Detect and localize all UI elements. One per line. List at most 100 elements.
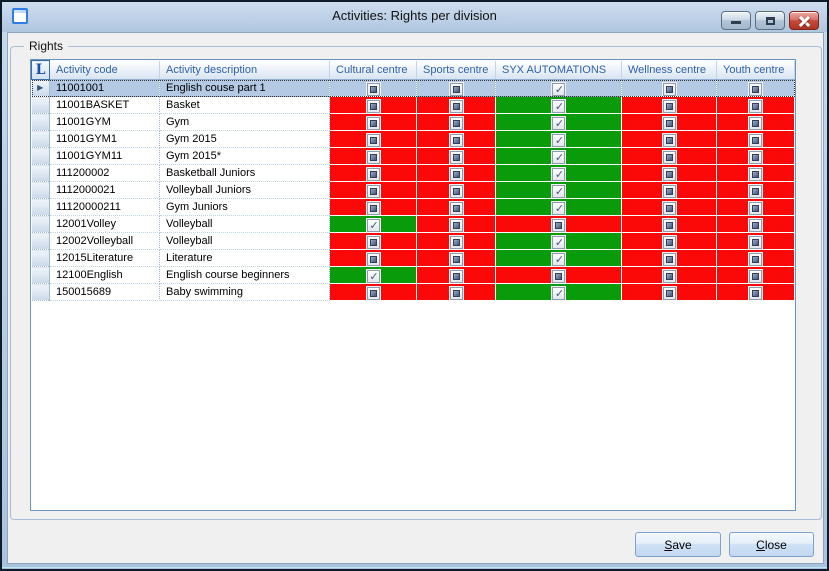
checkbox-unchecked-icon[interactable] — [749, 150, 762, 164]
row-indicator[interactable] — [31, 215, 50, 233]
titlebar[interactable]: Activities: Rights per division — [2, 2, 827, 32]
right-cell-sports-centre[interactable] — [416, 266, 496, 284]
table-row[interactable]: ▶ 11001001 English couse part 1 ✓ — [31, 79, 795, 97]
checkbox-unchecked-icon[interactable] — [749, 252, 762, 266]
right-cell-sports-centre[interactable] — [416, 164, 496, 182]
activity-description-cell[interactable]: Volleyball Juniors — [159, 181, 330, 199]
minimize-button[interactable] — [721, 11, 751, 30]
checkbox-unchecked-icon[interactable] — [662, 116, 676, 130]
checkbox-checked-icon[interactable]: ✓ — [552, 252, 565, 266]
table-row[interactable]: 12001Volley Volleyball ✓ — [31, 215, 795, 233]
checkbox-unchecked-icon[interactable] — [662, 235, 676, 249]
right-cell-sports-centre[interactable] — [416, 232, 496, 250]
checkbox-checked-icon[interactable]: ✓ — [552, 133, 565, 147]
right-cell-wellness-centre[interactable] — [621, 283, 717, 301]
row-indicator[interactable] — [31, 147, 50, 165]
checkbox-unchecked-icon[interactable] — [449, 184, 463, 198]
checkbox-unchecked-icon[interactable] — [662, 286, 676, 300]
activity-description-cell[interactable]: English course beginners — [159, 266, 330, 284]
row-indicator[interactable] — [31, 198, 50, 216]
checkbox-unchecked-icon[interactable] — [366, 99, 380, 113]
right-cell-wellness-centre[interactable] — [621, 181, 717, 199]
checkbox-checked-icon[interactable]: ✓ — [552, 184, 565, 198]
table-row[interactable]: 11120000211 Gym Juniors ✓ — [31, 198, 795, 216]
checkbox-unchecked-icon[interactable] — [449, 99, 463, 113]
checkbox-checked-icon[interactable]: ✓ — [366, 218, 380, 232]
checkbox-checked-icon[interactable]: ✓ — [552, 286, 565, 300]
checkbox-checked-icon[interactable]: ✓ — [552, 201, 565, 215]
right-cell-sports-centre[interactable] — [416, 147, 496, 165]
checkbox-unchecked-icon[interactable] — [749, 99, 762, 113]
checkbox-unchecked-icon[interactable] — [552, 218, 565, 232]
row-indicator[interactable]: ▶ — [31, 79, 50, 97]
activity-description-cell[interactable]: Volleyball — [159, 215, 330, 233]
right-cell-wellness-centre[interactable] — [621, 147, 717, 165]
table-row[interactable]: 11001BASKET Basket ✓ — [31, 96, 795, 114]
right-cell-sports-centre[interactable] — [416, 181, 496, 199]
row-indicator[interactable] — [31, 249, 50, 267]
checkbox-unchecked-icon[interactable] — [366, 235, 380, 249]
right-cell-syx-automations[interactable]: ✓ — [495, 130, 622, 148]
checkbox-checked-icon[interactable]: ✓ — [552, 235, 565, 249]
checkbox-checked-icon[interactable]: ✓ — [552, 82, 565, 96]
close-window-button[interactable] — [789, 11, 819, 30]
right-cell-syx-automations[interactable]: ✓ — [495, 96, 622, 114]
activity-code-cell[interactable]: 12002Volleyball — [49, 232, 160, 250]
right-cell-wellness-centre[interactable] — [621, 198, 717, 216]
right-cell-syx-automations[interactable]: ✓ — [495, 147, 622, 165]
right-cell-wellness-centre[interactable] — [621, 249, 717, 267]
checkbox-unchecked-icon[interactable] — [366, 116, 380, 130]
column-header[interactable]: Cultural centre — [329, 60, 417, 80]
column-header[interactable]: Activity code — [49, 60, 160, 80]
activity-code-cell[interactable]: 1112000021 — [49, 181, 160, 199]
right-cell-cultural-centre[interactable] — [329, 249, 417, 267]
right-cell-syx-automations[interactable]: ✓ — [495, 198, 622, 216]
right-cell-cultural-centre[interactable]: ✓ — [329, 266, 417, 284]
checkbox-unchecked-icon[interactable] — [449, 133, 463, 147]
checkbox-checked-icon[interactable]: ✓ — [552, 167, 565, 181]
right-cell-cultural-centre[interactable] — [329, 198, 417, 216]
checkbox-unchecked-icon[interactable] — [662, 269, 676, 283]
activity-description-cell[interactable]: Gym — [159, 113, 330, 131]
right-cell-cultural-centre[interactable] — [329, 181, 417, 199]
activity-description-cell[interactable]: English couse part 1 — [159, 79, 330, 97]
right-cell-cultural-centre[interactable] — [329, 283, 417, 301]
checkbox-unchecked-icon[interactable] — [662, 201, 676, 215]
activity-description-cell[interactable]: Gym Juniors — [159, 198, 330, 216]
activity-description-cell[interactable]: Gym 2015 — [159, 130, 330, 148]
checkbox-checked-icon[interactable]: ✓ — [552, 116, 565, 130]
right-cell-syx-automations[interactable] — [495, 215, 622, 233]
row-indicator[interactable] — [31, 266, 50, 284]
right-cell-wellness-centre[interactable] — [621, 164, 717, 182]
column-header[interactable]: Sports centre — [416, 60, 496, 80]
checkbox-unchecked-icon[interactable] — [449, 252, 463, 266]
checkbox-unchecked-icon[interactable] — [449, 218, 463, 232]
table-row[interactable]: 150015689 Baby swimming ✓ — [31, 283, 795, 301]
right-cell-wellness-centre[interactable] — [621, 232, 717, 250]
row-indicator[interactable] — [31, 232, 50, 250]
checkbox-unchecked-icon[interactable] — [662, 150, 676, 164]
right-cell-syx-automations[interactable]: ✓ — [495, 283, 622, 301]
checkbox-unchecked-icon[interactable] — [449, 201, 463, 215]
activity-description-cell[interactable]: Basketball Juniors — [159, 164, 330, 182]
checkbox-unchecked-icon[interactable] — [662, 184, 676, 198]
row-indicator[interactable] — [31, 113, 50, 131]
right-cell-wellness-centre[interactable] — [621, 96, 717, 114]
table-row[interactable]: 111200002 Basketball Juniors ✓ — [31, 164, 795, 182]
right-cell-youth-centre[interactable] — [716, 249, 795, 267]
right-cell-sports-centre[interactable] — [416, 79, 496, 97]
row-indicator[interactable] — [31, 96, 50, 114]
right-cell-cultural-centre[interactable] — [329, 164, 417, 182]
right-cell-cultural-centre[interactable] — [329, 232, 417, 250]
activity-description-cell[interactable]: Volleyball — [159, 232, 330, 250]
checkbox-unchecked-icon[interactable] — [366, 252, 380, 266]
right-cell-sports-centre[interactable] — [416, 96, 496, 114]
right-cell-youth-centre[interactable] — [716, 130, 795, 148]
table-row[interactable]: 12100English English course beginners ✓ — [31, 266, 795, 284]
checkbox-unchecked-icon[interactable] — [552, 269, 565, 283]
right-cell-youth-centre[interactable] — [716, 266, 795, 284]
activity-description-cell[interactable]: Gym 2015* — [159, 147, 330, 165]
checkbox-unchecked-icon[interactable] — [449, 286, 463, 300]
activity-code-cell[interactable]: 11001GYM — [49, 113, 160, 131]
right-cell-syx-automations[interactable]: ✓ — [495, 113, 622, 131]
